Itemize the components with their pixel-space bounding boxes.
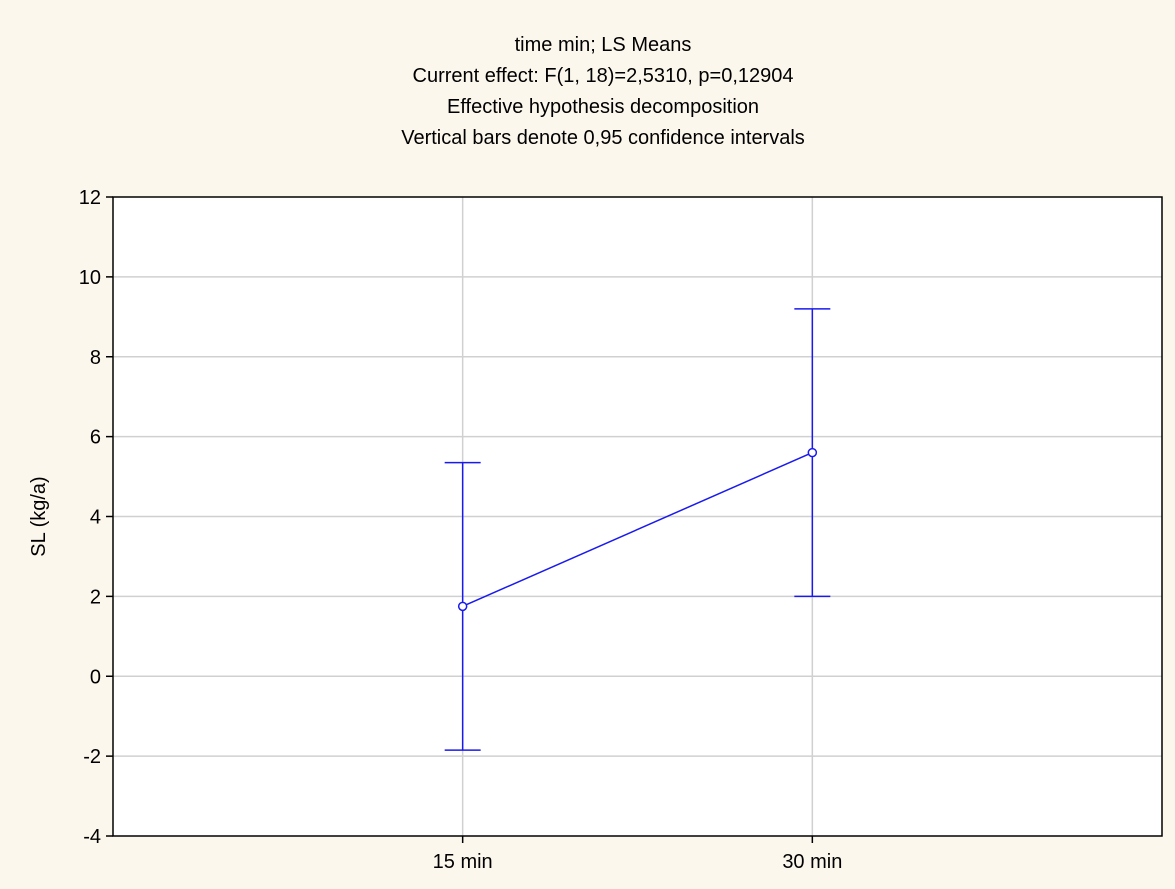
y-tick-label: 12 (79, 187, 101, 209)
y-axis-label: SL (kg/a) (28, 476, 50, 556)
title-line-2: Current effect: F(1, 18)=2,5310, p=0,129… (412, 65, 794, 87)
y-tick-label: 10 (79, 267, 101, 289)
title-line-1: time min; LS Means (514, 34, 692, 56)
x-tick-label: 15 min (433, 851, 493, 873)
y-tick-label: 4 (90, 507, 101, 529)
y-tick-label: 0 (90, 666, 101, 688)
y-tick-label: -2 (83, 746, 101, 768)
series-line (462, 451, 813, 608)
title-line-4: Vertical bars denote 0,95 confidence int… (401, 127, 805, 149)
x-tick-label: 30 min (782, 851, 842, 873)
y-tick-label: -4 (83, 826, 101, 848)
data-point (807, 447, 818, 458)
title-line-3: Effective hypothesis decomposition (446, 96, 760, 118)
data-point (457, 601, 468, 612)
y-tick-label: 2 (90, 586, 101, 608)
chart-title: time min; LS Means Current effect: F(1, … (0, 30, 1175, 154)
y-tick-label: 8 (90, 347, 101, 369)
y-tick-label: 6 (90, 427, 101, 449)
